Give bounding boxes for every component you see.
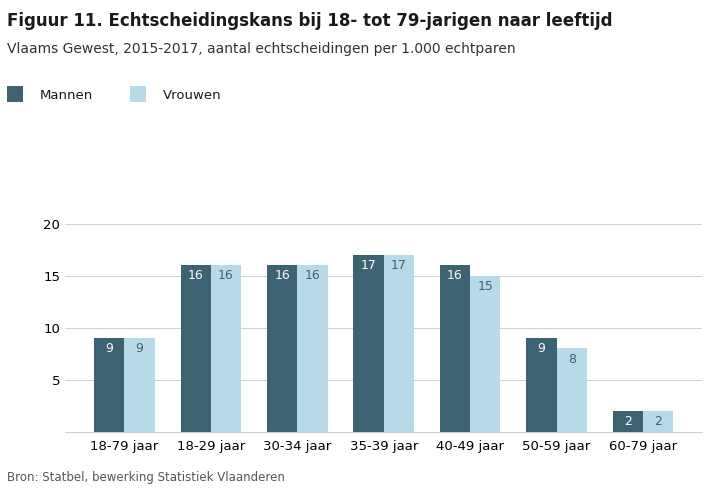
- Text: 16: 16: [305, 269, 320, 282]
- Bar: [267, 265, 298, 432]
- Text: 9: 9: [537, 342, 545, 355]
- Text: 2: 2: [624, 415, 632, 428]
- Text: 16: 16: [188, 269, 203, 282]
- Bar: [211, 265, 241, 432]
- Bar: [613, 411, 643, 432]
- Text: 17: 17: [391, 259, 407, 272]
- Text: 8: 8: [568, 353, 576, 366]
- Bar: [526, 338, 557, 432]
- Text: Bron: Statbel, bewerking Statistiek Vlaanderen: Bron: Statbel, bewerking Statistiek Vlaa…: [7, 471, 285, 484]
- Text: 15: 15: [477, 280, 493, 293]
- Bar: [470, 276, 500, 432]
- Text: 16: 16: [218, 269, 234, 282]
- Text: Vrouwen: Vrouwen: [163, 89, 222, 102]
- Bar: [384, 255, 414, 432]
- Bar: [125, 338, 155, 432]
- Text: 9: 9: [105, 342, 113, 355]
- Bar: [440, 265, 470, 432]
- Text: Vlaams Gewest, 2015-2017, aantal echtscheidingen per 1.000 echtparen: Vlaams Gewest, 2015-2017, aantal echtsch…: [7, 42, 516, 56]
- Bar: [643, 411, 673, 432]
- Bar: [353, 255, 384, 432]
- Text: 17: 17: [361, 259, 376, 272]
- Bar: [180, 265, 211, 432]
- Text: 16: 16: [274, 269, 290, 282]
- Text: Mannen: Mannen: [40, 89, 93, 102]
- Bar: [557, 348, 587, 432]
- Text: 2: 2: [654, 415, 662, 428]
- Text: 16: 16: [447, 269, 463, 282]
- Bar: [94, 338, 125, 432]
- Text: Figuur 11. Echtscheidingskans bij 18- tot 79-jarigen naar leeftijd: Figuur 11. Echtscheidingskans bij 18- to…: [7, 12, 613, 30]
- Text: 9: 9: [135, 342, 143, 355]
- Bar: [298, 265, 327, 432]
